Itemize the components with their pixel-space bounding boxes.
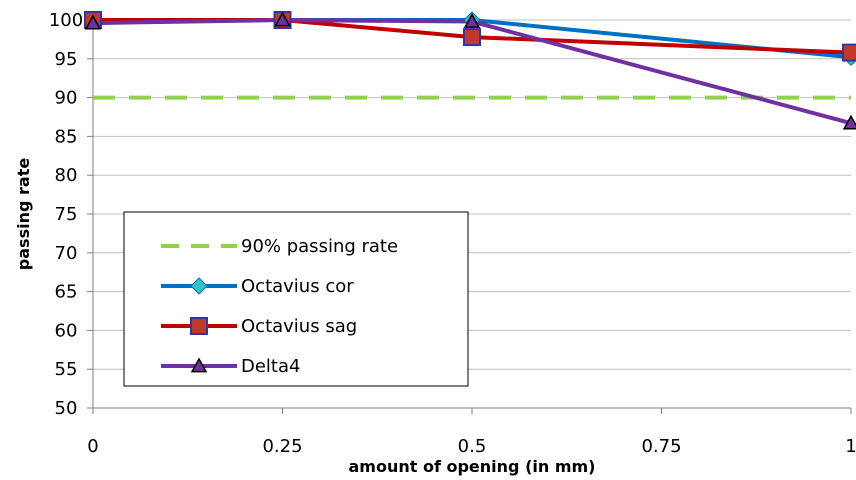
legend-label: 90% passing rate (241, 236, 398, 257)
y-tick-label: 95 (55, 49, 78, 70)
data-point (463, 28, 481, 47)
legend-label: Octavius sag (241, 316, 357, 337)
y-tick-label: 60 (55, 320, 78, 341)
series-line-3 (92, 18, 852, 126)
x-tick-label: 1 (845, 436, 856, 457)
y-tick-label: 75 (55, 204, 78, 225)
data-point (84, 14, 102, 30)
series-layer (84, 11, 856, 130)
y-tick-label: 90 (55, 88, 78, 109)
legend-marker (190, 277, 208, 295)
y-tick-label: 70 (55, 243, 78, 264)
legend-marker (190, 317, 208, 335)
x-tick-label: 0.75 (641, 436, 681, 457)
y-tick-label: 85 (55, 126, 78, 147)
x-tick-label: 0.5 (458, 436, 487, 457)
axis-layer: 50 55 60 65 70 75 80 85 90 95 100 0 0.25 0.5 0.75 1 (49, 10, 856, 457)
x-tick-label: 0.25 (262, 436, 302, 457)
legend-marker (190, 357, 208, 373)
y-tick-label: 80 (55, 165, 78, 186)
x-tick-label: 0 (87, 436, 98, 457)
data-point (842, 43, 856, 62)
data-point (842, 114, 856, 130)
y-tick-label: 100 (49, 10, 83, 31)
y-tick-label: 65 (55, 282, 78, 303)
y-tick-label: 55 (55, 359, 78, 380)
legend: 90% passing rate Octavius cor Octavius sag… (123, 211, 469, 387)
y-axis-title: passing rate (14, 158, 33, 271)
legend-label: Delta4 (241, 356, 300, 377)
legend-label: Octavius cor (241, 276, 354, 297)
y-tick-label: 50 (55, 398, 78, 419)
data-point (274, 11, 291, 27)
data-point (463, 13, 481, 28)
legend-box (123, 211, 469, 387)
x-axis-title: amount of opening (in mm) (349, 457, 596, 476)
